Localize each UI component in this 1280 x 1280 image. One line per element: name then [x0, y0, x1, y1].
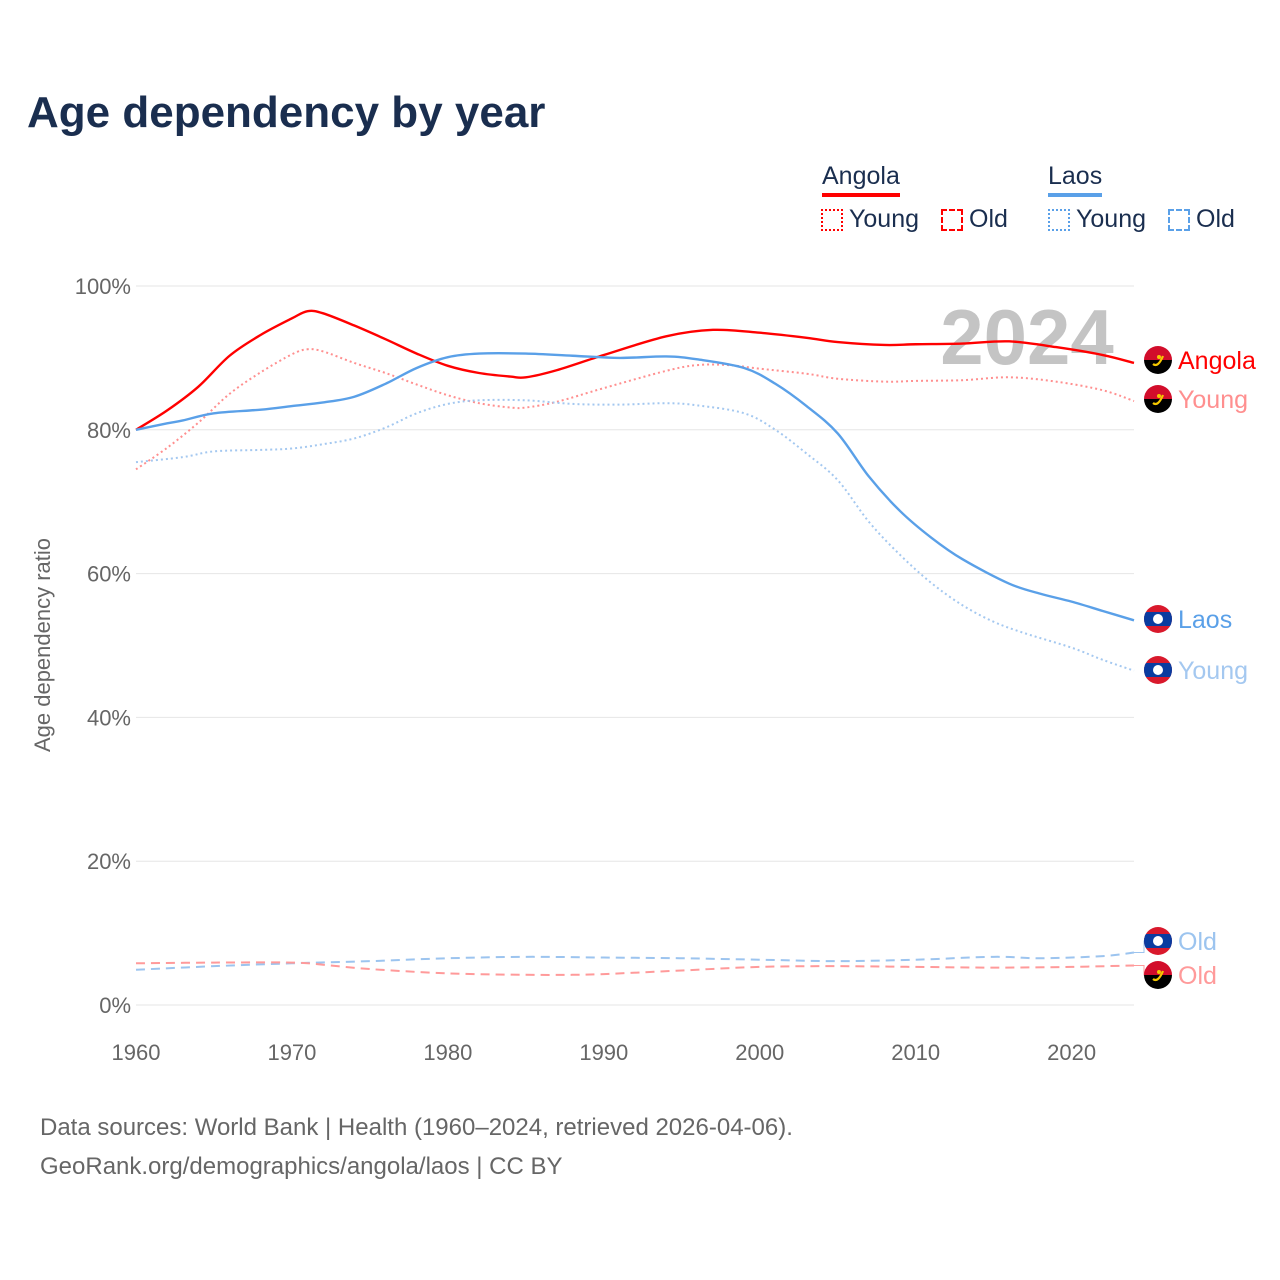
legend-laos-old: Old: [1168, 205, 1235, 234]
legend-angola-young: Young: [821, 205, 919, 234]
y-tick-label: 0%: [99, 993, 131, 1018]
series-end-label: Angola: [1178, 347, 1256, 375]
series-line-laos-young: [135, 398, 1135, 672]
y-tick-label: 80%: [87, 418, 131, 443]
angola-flag-icon: [1144, 346, 1172, 374]
series-line-angola-old: [135, 961, 1135, 976]
y-tick-label: 100%: [75, 274, 131, 299]
laos-flag-icon: [1144, 605, 1172, 633]
laos-flag-icon: [1144, 927, 1172, 955]
source-line-2: GeoRank.org/demographics/angola/laos | C…: [40, 1153, 563, 1180]
series-line-angola: [135, 309, 1135, 431]
chart-title: Age dependency by year: [27, 88, 546, 137]
x-tick-label: 1960: [112, 1040, 161, 1065]
source-line-1: Data sources: World Bank | Health (1960–…: [40, 1114, 793, 1141]
series-end-label: Old: [1178, 962, 1217, 990]
x-tick-label: 2010: [891, 1040, 940, 1065]
legend-angola: Angola: [822, 162, 900, 197]
x-tick-label: 2020: [1047, 1040, 1096, 1065]
legend-label: Old: [969, 205, 1008, 233]
series-end-label: Old: [1178, 928, 1217, 956]
dashed-swatch-icon: [941, 208, 963, 231]
x-tick-label: 1970: [267, 1040, 316, 1065]
y-tick-label: 20%: [87, 849, 131, 874]
series-end-label: Young: [1178, 657, 1248, 685]
legend-angola-old: Old: [941, 205, 1008, 234]
series-line-laos-old: [135, 951, 1135, 971]
dashed-swatch-icon: [1168, 208, 1190, 231]
legend-label: Old: [1196, 205, 1235, 233]
x-tick-label: 1990: [579, 1040, 628, 1065]
legend-label: Young: [1076, 205, 1146, 233]
legend-laos-young: Young: [1048, 205, 1146, 234]
angola-flag-icon: [1144, 961, 1172, 989]
y-axis-label: Age dependency ratio: [30, 538, 55, 752]
year-overlay: 2024: [940, 293, 1114, 381]
series-end-label: Young: [1178, 386, 1248, 414]
y-tick-label: 60%: [87, 562, 131, 587]
dotted-swatch-icon: [821, 208, 843, 231]
x-tick-label: 2000: [735, 1040, 784, 1065]
x-tick-label: 1980: [423, 1040, 472, 1065]
legend-label: Young: [849, 205, 919, 233]
angola-flag-icon: [1144, 385, 1172, 413]
source-note: Data sources: World Bank | Health (1960–…: [40, 1108, 793, 1186]
dotted-swatch-icon: [1048, 208, 1070, 231]
y-tick-label: 40%: [87, 705, 131, 730]
legend-laos: Laos: [1048, 162, 1103, 197]
series-line-laos: [135, 352, 1135, 622]
laos-flag-icon: [1144, 656, 1172, 684]
series-end-label: Laos: [1178, 606, 1232, 634]
